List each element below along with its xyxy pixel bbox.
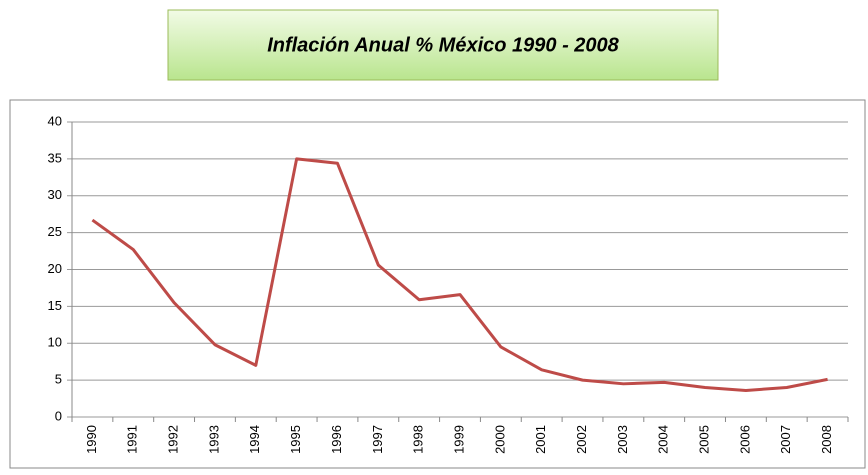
x-tick-label: 1995 <box>288 425 303 454</box>
x-tick-label: 1997 <box>370 425 385 454</box>
x-tick-label: 2001 <box>533 425 548 454</box>
y-tick-label: 35 <box>48 150 62 165</box>
x-tick-label: 2007 <box>778 425 793 454</box>
x-tick-label: 1998 <box>411 425 426 454</box>
x-tick-label: 1994 <box>247 425 262 454</box>
x-tick-label: 2004 <box>656 425 671 454</box>
y-tick-label: 10 <box>48 335 62 350</box>
y-tick-label: 0 <box>55 408 62 423</box>
y-tick-label: 40 <box>48 113 62 128</box>
x-tick-label: 1999 <box>451 425 466 454</box>
y-tick-label: 30 <box>48 187 62 202</box>
x-tick-label: 2003 <box>615 425 630 454</box>
y-tick-label: 20 <box>48 261 62 276</box>
y-tick-label: 15 <box>48 298 62 313</box>
title-box <box>167 9 719 81</box>
line-series <box>91 157 828 392</box>
y-tick-label: 25 <box>48 224 62 239</box>
x-tick-label: 2002 <box>574 425 589 454</box>
x-tick-label: 1990 <box>84 425 99 454</box>
x-tick-label: 1992 <box>166 425 181 454</box>
x-tick-label: 2006 <box>737 425 752 454</box>
x-tick-label: 2005 <box>696 425 711 454</box>
x-tick-label: 2000 <box>492 425 507 454</box>
x-tick-label: 1993 <box>206 425 221 454</box>
x-tick-label: 2008 <box>819 425 834 454</box>
y-tick-label: 5 <box>55 372 62 387</box>
x-tick-label: 1991 <box>125 425 140 454</box>
chart-frame <box>9 99 866 469</box>
chart-title: Inflación Anual % México 1990 - 2008 <box>267 34 619 56</box>
x-tick-label: 1996 <box>329 425 344 454</box>
